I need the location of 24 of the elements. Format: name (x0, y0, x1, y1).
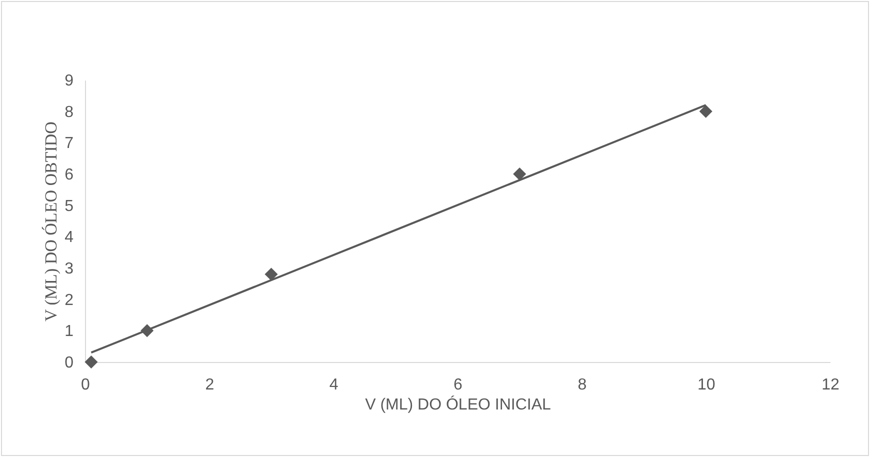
x-axis-title: V (ML) DO ÓLEO INICIAL (365, 396, 552, 414)
y-tick-label: 2 (64, 292, 74, 309)
y-tick-label: 5 (64, 198, 74, 215)
y-tick-label: 6 (64, 166, 74, 184)
x-tick-label: 0 (81, 376, 90, 394)
x-tick-label: 4 (329, 376, 338, 394)
y-tick-label: 8 (64, 104, 74, 121)
point (699, 104, 712, 118)
y-axis-title: V (ML) DO ÓLEO OBTIDO (42, 122, 61, 322)
x-tick-label: 8 (578, 376, 587, 394)
x-tick-label: 6 (454, 376, 463, 394)
y-tick-label: 4 (64, 229, 74, 246)
y-tick-label: 7 (64, 135, 74, 152)
y-tick-label: 9 (64, 72, 74, 90)
y-tick-label: 1 (64, 323, 74, 340)
x-tick-label: 10 (697, 376, 716, 394)
point (84, 355, 98, 369)
y-tick-label: 0 (64, 354, 74, 372)
x-tick-label: 12 (822, 376, 840, 394)
point (513, 167, 526, 181)
y-tick-label: 3 (64, 260, 74, 278)
point (264, 268, 278, 281)
point (140, 324, 154, 338)
x-tick-label: 2 (205, 376, 214, 394)
